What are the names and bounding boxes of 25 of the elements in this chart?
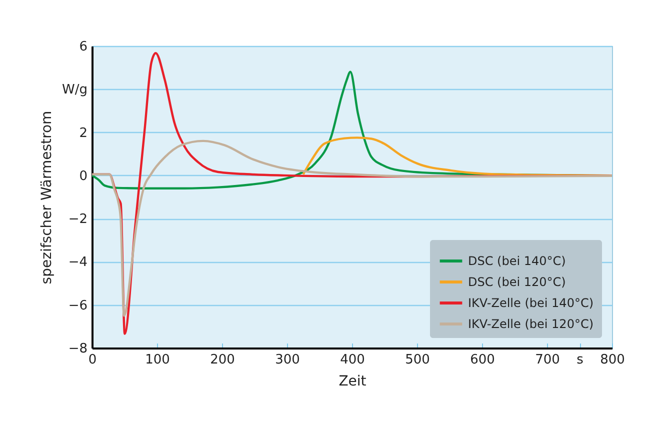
legend-label: DSC (bei 120°C) xyxy=(468,275,566,289)
legend-label: IKV-Zelle (bei 120°C) xyxy=(468,317,594,331)
y-tick-label: 0 xyxy=(79,168,88,184)
y-tick-label: −4 xyxy=(68,255,88,270)
x-tick-label: 800 xyxy=(600,352,625,368)
x-tick-label: 200 xyxy=(210,352,235,368)
y-axis-title: spezifscher Wärmestrom xyxy=(39,110,56,284)
x-tick-label: 400 xyxy=(340,352,365,368)
legend-label: IKV-Zelle (bei 140°C) xyxy=(468,296,594,310)
y-tick-label: −2 xyxy=(68,212,88,228)
x-axis-title: Zeit xyxy=(338,374,367,390)
x-tick-label: 500 xyxy=(405,352,430,368)
line-series xyxy=(92,140,612,317)
y-tick-label: 2 xyxy=(79,126,88,141)
y-tick-label: −8 xyxy=(68,342,88,356)
y-tick-label: 6 xyxy=(79,40,88,54)
x-tick-label: 600 xyxy=(470,352,495,368)
legend-label: DSC (bei 140°C) xyxy=(468,254,566,268)
y-tick-label: −6 xyxy=(68,298,88,314)
x-tick-label: 700 xyxy=(535,352,560,368)
x-tick-label: 100 xyxy=(145,352,170,368)
x-tick-label: 300 xyxy=(275,352,300,368)
line-series xyxy=(302,136,612,177)
x-tick-label: s xyxy=(576,352,584,368)
y-tick-label: W/g xyxy=(62,82,88,98)
